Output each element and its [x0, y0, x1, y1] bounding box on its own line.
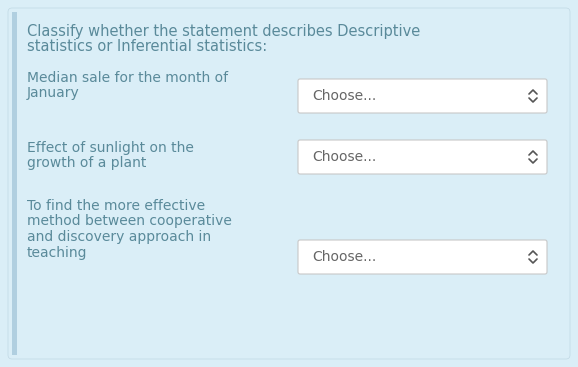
Text: statistics or Inferential statistics:: statistics or Inferential statistics:: [27, 39, 267, 54]
Bar: [12, 12, 17, 355]
Text: Choose...: Choose...: [312, 89, 376, 103]
Text: method between cooperative: method between cooperative: [27, 214, 232, 229]
FancyBboxPatch shape: [8, 8, 570, 359]
Text: teaching: teaching: [27, 246, 87, 259]
Text: Effect of sunlight on the: Effect of sunlight on the: [27, 141, 194, 155]
Text: January: January: [27, 87, 80, 101]
Text: and discovery approach in: and discovery approach in: [27, 230, 211, 244]
FancyBboxPatch shape: [298, 79, 547, 113]
FancyBboxPatch shape: [298, 140, 547, 174]
Text: Classify whether the statement describes Descriptive: Classify whether the statement describes…: [27, 24, 420, 39]
Text: To find the more effective: To find the more effective: [27, 199, 205, 213]
FancyBboxPatch shape: [298, 240, 547, 274]
Text: Choose...: Choose...: [312, 250, 376, 264]
Text: Median sale for the month of: Median sale for the month of: [27, 71, 228, 85]
Text: growth of a plant: growth of a plant: [27, 156, 146, 171]
Text: Choose...: Choose...: [312, 150, 376, 164]
